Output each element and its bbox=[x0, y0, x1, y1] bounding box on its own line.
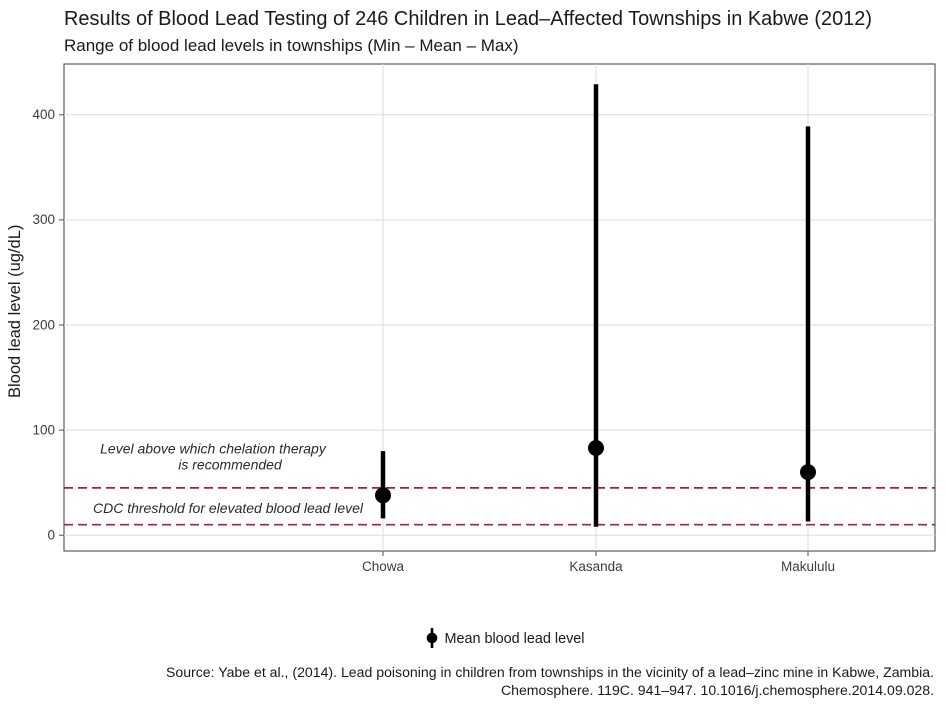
svg-text:is recommended: is recommended bbox=[178, 457, 283, 473]
svg-text:CDC threshold for elevated blo: CDC threshold for elevated blood lead le… bbox=[93, 500, 364, 516]
svg-text:Level above which chelation th: Level above which chelation therapy bbox=[100, 441, 327, 457]
svg-text:200: 200 bbox=[32, 317, 55, 332]
svg-text:Makululu: Makululu bbox=[781, 559, 835, 574]
svg-text:300: 300 bbox=[32, 212, 55, 227]
svg-text:0: 0 bbox=[47, 528, 55, 543]
svg-text:400: 400 bbox=[32, 107, 55, 122]
svg-text:Kasanda: Kasanda bbox=[569, 559, 623, 574]
svg-text:Chowa: Chowa bbox=[362, 559, 405, 574]
svg-text:100: 100 bbox=[32, 422, 55, 437]
